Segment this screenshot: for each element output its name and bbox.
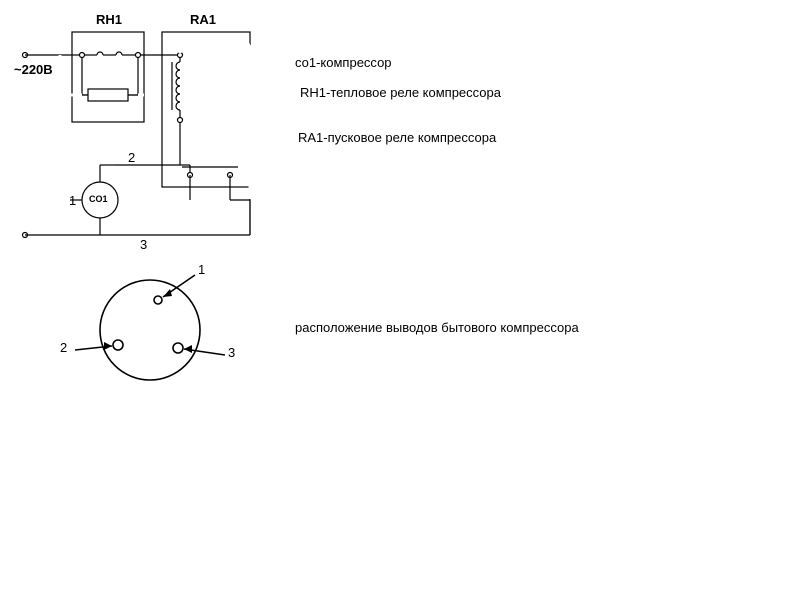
legend-co1: со1-компрессор (295, 55, 392, 70)
rh1-label: RH1 (96, 12, 122, 27)
co1-label: CO1 (89, 194, 108, 204)
pin1-label: 1 (69, 193, 76, 208)
legend-rh1: RH1-тепловое реле компрессора (300, 85, 501, 100)
legend-pinout: расположение выводов бытового компрессор… (295, 320, 579, 335)
pin3-label: 3 (140, 237, 147, 252)
pinout-3: 3 (228, 345, 235, 360)
pin2-label: 2 (128, 150, 135, 165)
voltage-label: ~220В (14, 62, 53, 77)
pinout-1: 1 (198, 262, 205, 277)
pinout-2: 2 (60, 340, 67, 355)
ra1-label: RA1 (190, 12, 216, 27)
legend-ra1: RA1-пусковое реле компрессора (298, 130, 496, 145)
